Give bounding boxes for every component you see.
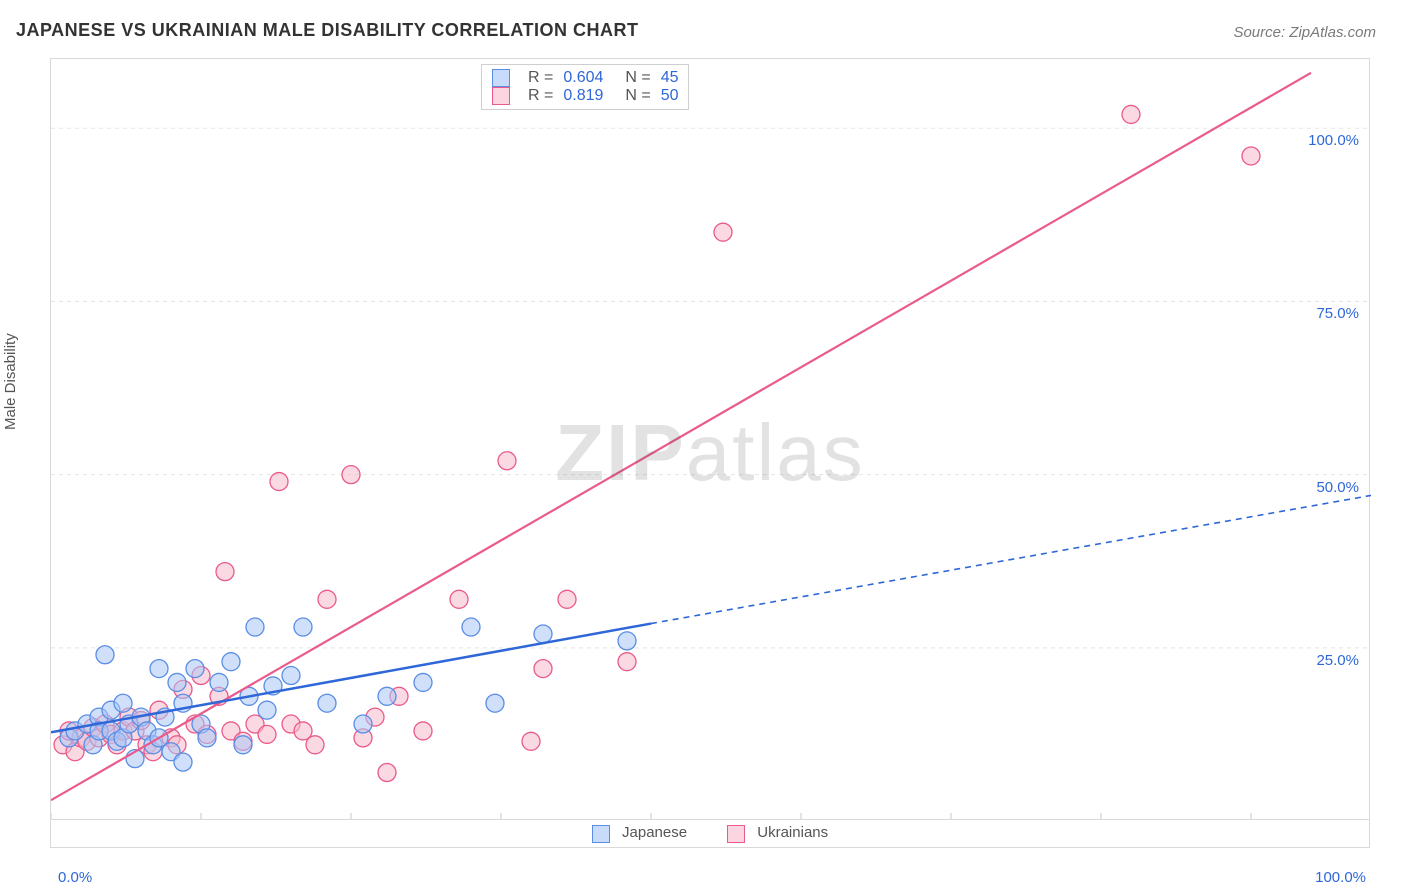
legend-label: Ukrainians — [757, 824, 828, 841]
r-label: R = — [528, 69, 553, 87]
source-label: Source: ZipAtlas.com — [1233, 24, 1376, 41]
x-tick-label-left: 0.0% — [58, 869, 92, 886]
y-tick-label: 25.0% — [1316, 652, 1359, 669]
y-axis-label: Male Disability — [2, 333, 19, 430]
legend-swatch-japanese — [492, 69, 510, 87]
bottom-legend-item-japanese: Japanese — [592, 824, 687, 842]
legend-label: Japanese — [622, 824, 687, 841]
r-value-japanese: 0.604 — [563, 69, 615, 87]
chart-plot-area: ZIPatlas R = 0.604 N = 45 R = 0.819 N = … — [50, 58, 1370, 848]
bottom-legend-item-ukrainians: Ukrainians — [727, 824, 828, 842]
chart-svg — [51, 59, 1371, 849]
correlation-legend: R = 0.604 N = 45 R = 0.819 N = 50 — [481, 64, 689, 110]
legend-row-ukrainians: R = 0.819 N = 50 — [492, 87, 678, 105]
n-label: N = — [625, 87, 650, 105]
legend-swatch-ukrainians — [727, 825, 745, 843]
n-value-ukrainians: 50 — [661, 87, 679, 105]
y-tick-label: 50.0% — [1316, 479, 1359, 496]
bottom-legend: Japanese Ukrainians — [51, 819, 1369, 847]
x-tick-label-right: 100.0% — [1315, 869, 1366, 886]
legend-swatch-ukrainians — [492, 87, 510, 105]
chart-title: JAPANESE VS UKRAINIAN MALE DISABILITY CO… — [16, 20, 639, 41]
n-value-japanese: 45 — [661, 69, 679, 87]
y-tick-label: 100.0% — [1308, 132, 1359, 149]
n-label: N = — [625, 69, 650, 87]
y-tick-label: 75.0% — [1316, 305, 1359, 322]
r-value-ukrainians: 0.819 — [563, 87, 615, 105]
r-label: R = — [528, 87, 553, 105]
legend-swatch-japanese — [592, 825, 610, 843]
legend-row-japanese: R = 0.604 N = 45 — [492, 69, 678, 87]
